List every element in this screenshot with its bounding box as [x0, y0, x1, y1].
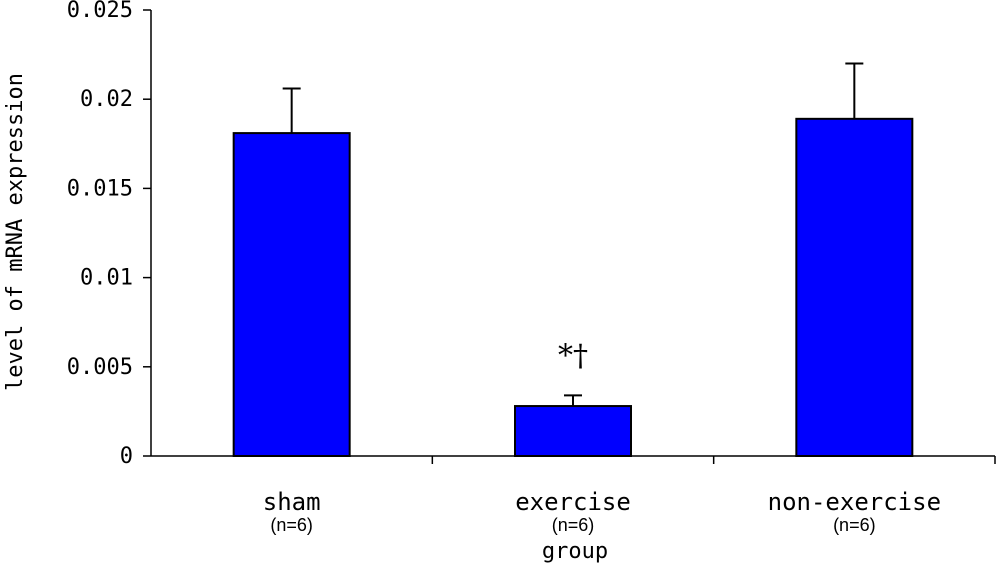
- significance-annotation-0: *†: [558, 338, 588, 373]
- y-tick-label-1: 0.005: [67, 355, 133, 380]
- labels: 00.0050.010.0150.020.025sham(n=6)exercis…: [67, 0, 941, 535]
- bar-exercise: [514, 405, 632, 458]
- x-tick-label-non-exercise: non-exercise: [768, 488, 941, 516]
- y-tick-label-0: 0: [120, 444, 133, 469]
- y-tick-label-4: 0.02: [80, 87, 133, 112]
- bars: [232, 62, 914, 458]
- bar-non-exercise: [795, 117, 914, 457]
- y-tick-label-2: 0.01: [80, 266, 133, 291]
- y-tick-label-3: 0.015: [67, 176, 133, 201]
- y-tick-label-5: 0.025: [67, 0, 133, 23]
- x-tick-label-exercise: exercise: [515, 488, 631, 516]
- x-tick-label-sham: sham: [263, 488, 321, 516]
- bar-sham: [232, 132, 351, 457]
- sample-size-exercise: (n=6): [552, 515, 595, 535]
- sample-size-sham: (n=6): [270, 515, 313, 535]
- y-axis-title: level of mRNA expression: [3, 73, 28, 391]
- x-axis-title: group: [542, 539, 608, 563]
- sample-size-non-exercise: (n=6): [833, 515, 876, 535]
